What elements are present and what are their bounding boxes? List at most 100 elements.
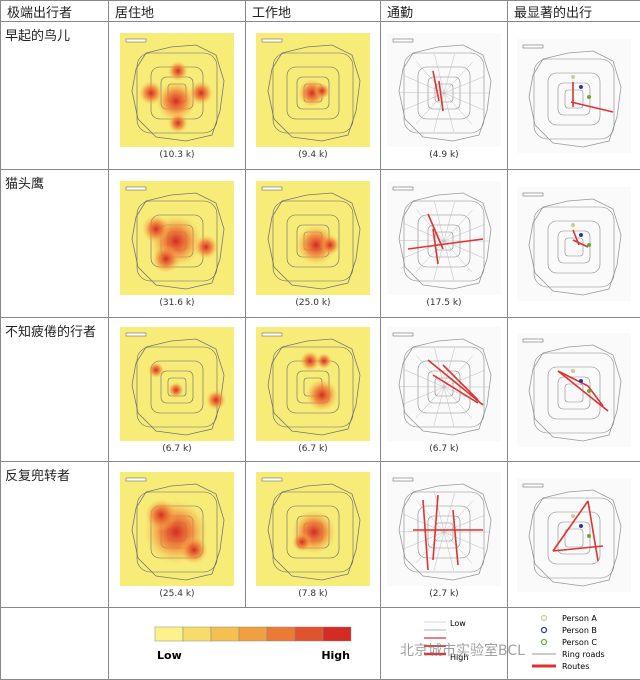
map — [120, 181, 234, 295]
map-caption: (25.0 k) — [295, 298, 331, 308]
watermark: 北京城市实验室BCL — [400, 643, 525, 659]
scale-bar — [261, 186, 283, 191]
flow-line — [416, 500, 445, 533]
map-cell: (6.7 k) — [245, 317, 381, 462]
city-boundary — [528, 489, 622, 586]
ring-road — [272, 52, 354, 134]
flow-line — [433, 92, 445, 133]
legend-row: Low High Low High Person A Person B Person C Ri… — [0, 607, 640, 680]
city-boundary — [398, 192, 492, 290]
route — [442, 364, 479, 401]
route — [432, 228, 439, 265]
scale-swatch — [294, 626, 323, 641]
heat-spot — [292, 532, 312, 552]
scale-bar — [522, 192, 544, 196]
ring-road — [272, 346, 354, 428]
legend-label: Low — [157, 649, 182, 662]
flow-line — [403, 369, 445, 388]
ring-road — [136, 346, 218, 428]
ring-road — [286, 66, 340, 120]
ring-road — [272, 200, 354, 282]
flow-line — [416, 209, 445, 242]
map-cell — [507, 21, 640, 170]
map — [517, 477, 631, 592]
map-caption: (17.5 k) — [426, 298, 462, 308]
route — [557, 369, 589, 387]
flow-line — [403, 514, 445, 533]
city-boundary — [528, 198, 622, 295]
legend-label: Person B — [562, 626, 597, 635]
ring-road — [564, 89, 584, 108]
map — [120, 33, 234, 147]
header-cell: 通勤 — [380, 0, 508, 22]
heat-spot — [180, 536, 208, 564]
ring-road — [547, 72, 601, 125]
map — [387, 181, 501, 295]
header-cell: 居住地 — [108, 0, 246, 22]
map-caption: (31.6 k) — [159, 298, 195, 308]
city-boundary — [398, 338, 492, 436]
header-cell: 极端出行者 — [0, 0, 109, 22]
map-cell — [507, 461, 640, 608]
map-cell: (31.6 k) — [108, 169, 246, 318]
route — [427, 359, 484, 406]
ring-road — [533, 58, 615, 139]
map — [387, 33, 501, 147]
heat-spot — [316, 353, 332, 369]
scale-bar — [392, 186, 414, 191]
flow-line — [443, 531, 485, 550]
map — [256, 33, 370, 147]
route — [572, 238, 589, 248]
map — [256, 472, 370, 586]
city-boundary — [131, 338, 225, 436]
legend-marker — [540, 638, 548, 645]
person-point — [571, 513, 575, 518]
ring-road — [547, 220, 601, 273]
header-cell: 最显著的出行 — [507, 0, 640, 22]
city-boundary — [267, 483, 361, 581]
person-point — [579, 523, 583, 528]
map-cell: (25.4 k) — [108, 461, 246, 608]
flow-line — [443, 348, 455, 388]
heat-spot — [168, 382, 184, 398]
ring-road — [564, 528, 584, 547]
flow-line — [403, 386, 445, 405]
map-caption: (6.7 k) — [298, 444, 328, 454]
person-point — [587, 242, 591, 247]
scale-bar — [522, 338, 544, 342]
map-background — [517, 477, 631, 592]
legend-label: Person C — [562, 638, 597, 647]
route — [422, 499, 429, 571]
city-boundary — [267, 44, 361, 142]
ring-road — [136, 491, 218, 573]
map — [387, 472, 501, 586]
route — [427, 213, 444, 250]
map-caption: (6.7 k) — [429, 444, 459, 454]
city-boundary — [267, 192, 361, 290]
legend-label: Routes — [562, 662, 589, 671]
ring-road — [547, 511, 601, 564]
map-cell: (2.7 k) — [380, 461, 508, 608]
ring-road — [272, 491, 354, 573]
flow-line — [403, 223, 445, 242]
person-point — [587, 388, 591, 393]
map-cell — [507, 169, 640, 318]
flow-line — [443, 355, 473, 388]
flow-line — [443, 92, 485, 111]
scale-bar — [522, 483, 544, 487]
ring-road — [150, 360, 204, 414]
flow-line — [443, 386, 473, 419]
map — [120, 472, 234, 586]
heat-spot — [142, 215, 170, 243]
scale-bar — [392, 477, 414, 482]
map-caption: (25.4 k) — [159, 589, 195, 599]
map — [256, 327, 370, 441]
legend-label: High — [321, 649, 350, 662]
flow-line — [443, 54, 455, 94]
city-boundary — [528, 344, 622, 441]
route — [407, 238, 484, 250]
person-point — [579, 84, 583, 89]
map — [120, 327, 234, 441]
legend-marker — [540, 626, 548, 633]
scale-swatch — [266, 626, 295, 641]
